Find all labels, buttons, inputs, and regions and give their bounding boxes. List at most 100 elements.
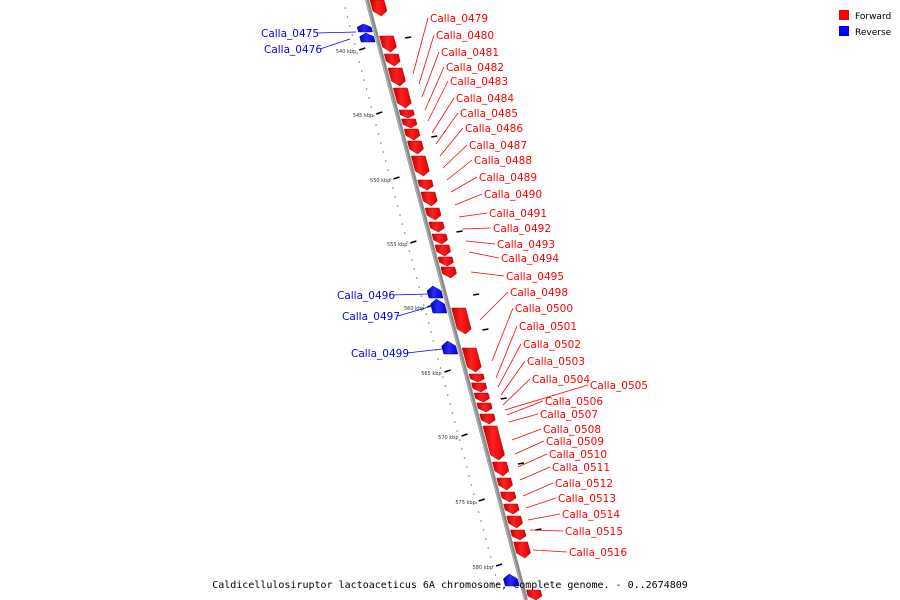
- gene-leader-line: [502, 378, 531, 406]
- gene-leader-line: [458, 212, 488, 218]
- gene-label: Calla_0510: [549, 449, 607, 461]
- gene-leader-line: [491, 307, 514, 362]
- legend-reverse-swatch: [839, 26, 849, 36]
- gene-label: Calla_0497: [342, 311, 400, 323]
- scale-tick: [495, 563, 503, 567]
- gene-forward: [387, 67, 406, 87]
- gene-leader-line: [439, 127, 464, 157]
- gene-leader-line: [527, 513, 561, 521]
- gene-leader-line: [412, 17, 429, 75]
- gene-label: Calla_0483: [450, 76, 508, 88]
- gene-leader-line: [442, 144, 468, 169]
- gene-label: Calla_0476: [264, 44, 322, 56]
- gene-forward: [482, 425, 505, 461]
- gene-leader-line: [427, 80, 449, 122]
- scale-dot: [351, 34, 354, 36]
- scale-tick-label: 560 kbp: [404, 306, 424, 312]
- gene-label: Calla_0488: [474, 155, 532, 167]
- gene-label: Calla_0506: [545, 396, 603, 408]
- gene-leader-line: [514, 440, 545, 455]
- scale-dot: [413, 268, 416, 270]
- scale-dot: [494, 574, 497, 576]
- scale-dot: [349, 25, 351, 27]
- gene-forward: [476, 402, 493, 413]
- gene-label: Calla_0505: [590, 380, 648, 392]
- genome-caption: Caldicellulosiruptor lactoaceticus 6A ch…: [212, 580, 688, 591]
- gene-leader-line: [470, 271, 505, 277]
- scale-dot: [425, 313, 428, 315]
- gene-leader-line: [454, 193, 483, 206]
- scale-tick: [478, 498, 486, 502]
- gene-forward: [479, 413, 496, 425]
- gene-label: Calla_0496: [337, 290, 395, 302]
- gene-leader-line: [446, 159, 473, 181]
- scale-tick-label: 550 kbp: [370, 178, 390, 184]
- scale-tick: [393, 176, 400, 180]
- scale-tick: [444, 369, 451, 373]
- scale-tick-minor: [500, 397, 507, 400]
- scale-dot: [432, 340, 435, 342]
- scale-dot: [415, 277, 418, 279]
- gene-leader-line: [450, 176, 478, 193]
- gene-label: Calla_0501: [519, 321, 577, 333]
- scale-dot: [356, 52, 358, 54]
- scale-dot: [477, 511, 480, 513]
- scale-dot: [396, 205, 399, 207]
- gene-forward: [437, 256, 454, 267]
- gene-label: Calla_0504: [532, 374, 590, 386]
- scale-dot: [377, 133, 380, 135]
- gene-label: Calla_0495: [506, 271, 564, 283]
- scale-tick-label: 545 kbp: [353, 113, 373, 119]
- gene-label: Calla_0511: [552, 462, 610, 474]
- gene-leader-line: [529, 529, 564, 532]
- scale-dot: [394, 196, 397, 198]
- gene-leader-line: [519, 466, 551, 481]
- gene-label: Calla_0486: [465, 123, 523, 135]
- scale-dot: [418, 286, 420, 288]
- scale-tick: [359, 47, 366, 51]
- gene-forward: [410, 155, 430, 177]
- scale-dot: [454, 421, 456, 423]
- scale-tick-minor: [517, 462, 525, 465]
- gene-reverse: [359, 32, 376, 43]
- gene-reverse: [356, 23, 373, 33]
- scale-dot: [497, 583, 499, 585]
- gene-label: Calla_0482: [446, 62, 504, 74]
- scale-tick-label: 570 kbp: [438, 435, 458, 441]
- gene-leader-line: [431, 97, 455, 134]
- gene-label: Calla_0516: [569, 547, 627, 559]
- gene-forward: [451, 307, 472, 335]
- scale-dot: [346, 16, 349, 18]
- gene-leader-line: [461, 227, 492, 230]
- scale-dot: [353, 43, 356, 45]
- scale-dot: [475, 502, 478, 504]
- scale-dot: [485, 538, 487, 540]
- gene-label: Calla_0503: [527, 356, 585, 368]
- gene-leader-line: [406, 348, 443, 354]
- scale-dot: [482, 529, 485, 531]
- gene-features: [356, 0, 543, 600]
- gene-leader-line: [392, 293, 429, 296]
- scale-tick-minor: [431, 135, 438, 138]
- gene-reverse: [430, 298, 448, 314]
- scale-dots: [344, 7, 499, 585]
- gene-label: Calla_0507: [540, 409, 598, 421]
- scale-tick-minor: [473, 293, 480, 296]
- gene-label: Calla_0508: [543, 424, 601, 436]
- gene-label: Calla_0492: [493, 223, 551, 235]
- gene-leader-line: [316, 31, 357, 34]
- gene-leader-line: [479, 291, 509, 321]
- gene-label: Calla_0481: [441, 47, 499, 59]
- gene-leader-line: [522, 482, 554, 497]
- gene-leader-line: [532, 549, 568, 553]
- gene-forward: [434, 244, 451, 257]
- gene-forward: [503, 503, 520, 515]
- gene-forward: [428, 221, 445, 233]
- gene-forward: [468, 373, 485, 383]
- gene-leader-line: [511, 428, 542, 441]
- gene-forward: [506, 515, 523, 529]
- scale-ticks: 540 kbp 545 kbp 550 kbp 555 kbp 560 kbp 565 k…: [336, 36, 542, 571]
- scale-dot: [466, 466, 468, 468]
- gene-label: Calla_0498: [510, 287, 568, 299]
